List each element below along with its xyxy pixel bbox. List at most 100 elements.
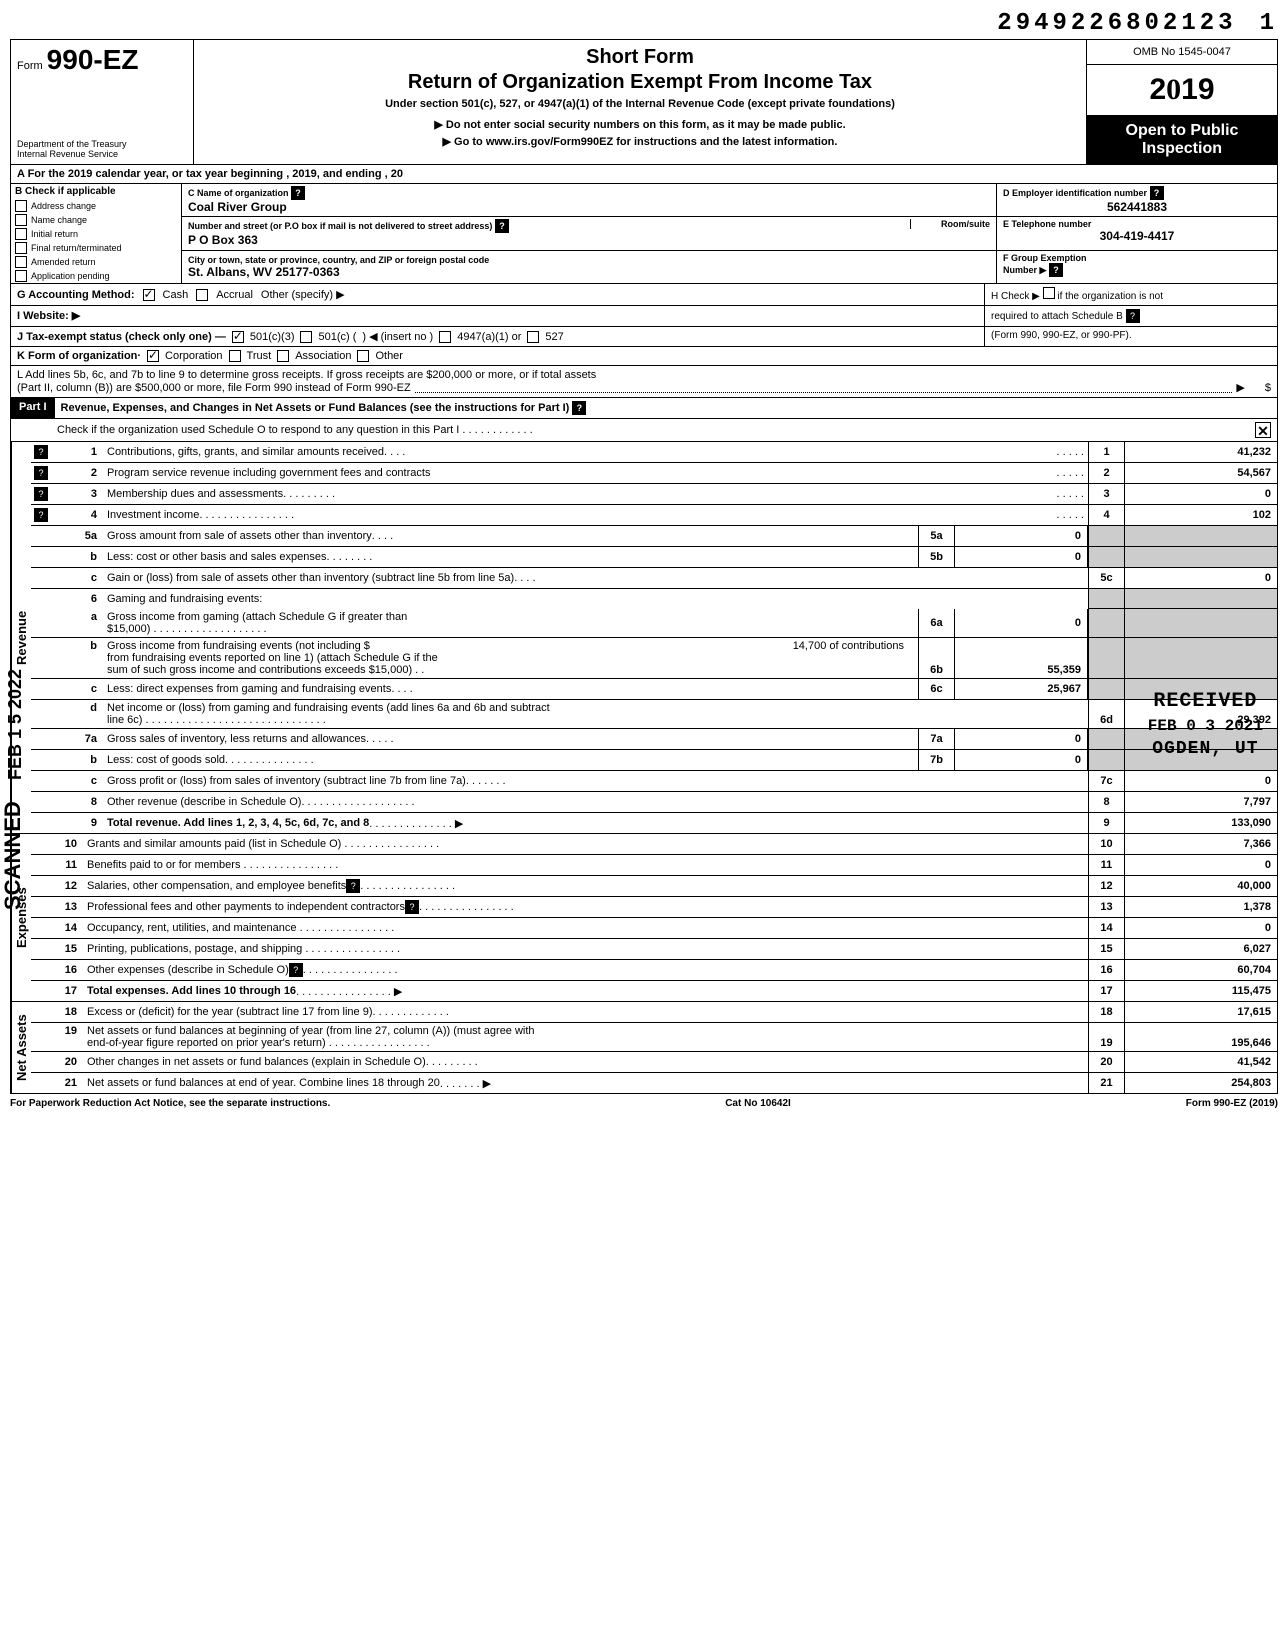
e-label: E Telephone number	[1003, 219, 1271, 229]
g-row: G Accounting Method: Cash Accrual Other …	[11, 284, 984, 305]
line-5b: b Less: cost or other basis and sales ex…	[31, 547, 1277, 568]
line-3: ? 3 Membership dues and assessments . . …	[31, 484, 1277, 505]
help-icon: ?	[1126, 309, 1140, 323]
document-number-suffix: 1	[1260, 10, 1278, 37]
expenses-section: Expenses 10 Grants and similar amounts p…	[10, 834, 1278, 1002]
netassets-side-label: Net Assets	[11, 1002, 31, 1093]
form-header: Form 990-EZ Department of the Treasury I…	[10, 39, 1278, 164]
501c-checkbox[interactable]	[300, 331, 312, 343]
line-6a: a Gross income from gaming (attach Sched…	[31, 609, 1277, 638]
line-6d: d Net income or (loss) from gaming and f…	[31, 700, 1277, 729]
line-7b: b Less: cost of goods sold . . . . . . .…	[31, 750, 1277, 771]
omb-number: OMB No 1545-0047	[1087, 40, 1277, 65]
section-b: B Check if applicable Address change Nam…	[10, 184, 1278, 284]
received-stamp: RECEIVED FEB 0 3 2021 OGDEN, UT	[1148, 690, 1263, 759]
city-state-zip: St. Albans, WV 25177-0363	[188, 265, 990, 279]
line-5a: 5a Gross amount from sale of assets othe…	[31, 526, 1277, 547]
under-section: Under section 501(c), 527, or 4947(a)(1)…	[204, 98, 1076, 110]
association-checkbox[interactable]	[277, 350, 289, 362]
527-checkbox[interactable]	[527, 331, 539, 343]
line-19: 19 Net assets or fund balances at beginn…	[31, 1023, 1277, 1052]
street-label: Number and street (or P.O box if mail is…	[188, 221, 492, 231]
footer-left: For Paperwork Reduction Act Notice, see …	[10, 1098, 330, 1109]
initial-return-checkbox[interactable]	[15, 228, 27, 240]
name-change-checkbox[interactable]	[15, 214, 27, 226]
help-icon: ?	[405, 900, 419, 914]
line-2: ? 2 Program service revenue including go…	[31, 463, 1277, 484]
address-change-checkbox[interactable]	[15, 200, 27, 212]
footer: For Paperwork Reduction Act Notice, see …	[10, 1094, 1278, 1113]
line-18: 18 Excess or (deficit) for the year (sub…	[31, 1002, 1277, 1023]
help-icon: ?	[1049, 263, 1063, 277]
final-return-checkbox[interactable]	[15, 242, 27, 254]
h-row: H Check ▶ if the organization is not	[984, 284, 1277, 305]
help-icon: ?	[346, 879, 360, 893]
k-row: K Form of organization· Corporation Trus…	[10, 347, 1278, 366]
netassets-section: Net Assets 18 Excess or (deficit) for th…	[10, 1002, 1278, 1094]
revenue-section: Revenue ? 1 Contributions, gifts, grants…	[10, 442, 1278, 834]
amended-return-checkbox[interactable]	[15, 256, 27, 268]
part1-check: Check if the organization used Schedule …	[10, 419, 1278, 442]
i-website: I Website: ▶	[11, 306, 984, 326]
h-checkbox[interactable]	[1043, 287, 1055, 299]
street-address: P O Box 363	[188, 233, 990, 247]
line-7c: c Gross profit or (loss) from sales of i…	[31, 771, 1277, 792]
instructions-link: ▶ Go to www.irs.gov/Form990EZ for instru…	[204, 135, 1076, 148]
ssn-warning: ▶ Do not enter social security numbers o…	[204, 118, 1076, 131]
application-pending-checkbox[interactable]	[15, 270, 27, 282]
line-20: 20 Other changes in net assets or fund b…	[31, 1052, 1277, 1073]
line-10: 10 Grants and similar amounts paid (list…	[31, 834, 1277, 855]
line-21: 21 Net assets or fund balances at end of…	[31, 1073, 1277, 1093]
line-5c: c Gain or (loss) from sale of assets oth…	[31, 568, 1277, 589]
c-label: C Name of organization	[188, 188, 289, 198]
irs-label: Internal Revenue Service	[17, 150, 187, 160]
corporation-checkbox[interactable]	[147, 350, 159, 362]
l-row: L Add lines 5b, 6c, and 7b to line 9 to …	[10, 366, 1278, 398]
j-row: J Tax-exempt status (check only one) — 5…	[11, 327, 984, 346]
line-11: 11 Benefits paid to or for members . . .…	[31, 855, 1277, 876]
help-icon: ?	[34, 445, 48, 459]
other-checkbox[interactable]	[357, 350, 369, 362]
scanned-stamp: SCANNED	[0, 801, 26, 910]
help-icon: ?	[34, 508, 48, 522]
city-label: City or town, state or province, country…	[188, 255, 990, 265]
line-4: ? 4 Investment income . . . . . . . . . …	[31, 505, 1277, 526]
line-6c: c Less: direct expenses from gaming and …	[31, 679, 1277, 700]
line-6b: b Gross income from fundraising events (…	[31, 638, 1277, 679]
help-icon: ?	[495, 219, 509, 233]
return-title: Return of Organization Exempt From Incom…	[204, 71, 1076, 94]
accrual-checkbox[interactable]	[196, 289, 208, 301]
trust-checkbox[interactable]	[229, 350, 241, 362]
schedule-o-checkbox[interactable]: ✕	[1255, 422, 1271, 438]
short-form-title: Short Form	[204, 46, 1076, 69]
form-label: Form	[17, 60, 43, 72]
room-label: Room/suite	[910, 219, 990, 229]
line-8: 8 Other revenue (describe in Schedule O)…	[31, 792, 1277, 813]
tax-year: 20201919	[1087, 65, 1277, 116]
part1-header: Part I Revenue, Expenses, and Changes in…	[10, 398, 1278, 419]
line-9: 9 Total revenue. Add lines 1, 2, 3, 4, 5…	[31, 813, 1277, 833]
f-label: F Group Exemption	[1003, 253, 1271, 263]
help-icon: ?	[34, 487, 48, 501]
form-number: 990-EZ	[47, 44, 139, 76]
line-13: 13 Professional fees and other payments …	[31, 897, 1277, 918]
telephone: 304-419-4417	[1003, 229, 1271, 243]
scanned-date-stamp: FEB 1 5 2022	[5, 669, 26, 780]
help-icon: ?	[291, 186, 305, 200]
b-header: B Check if applicable	[11, 184, 181, 199]
line-6: 6 Gaming and fundraising events:	[31, 589, 1277, 609]
open-public-badge: Open to Public Inspection	[1087, 116, 1277, 164]
help-icon: ?	[572, 401, 586, 415]
501c3-checkbox[interactable]	[232, 331, 244, 343]
line-14: 14 Occupancy, rent, utilities, and maint…	[31, 918, 1277, 939]
d-label: D Employer identification number	[1003, 188, 1147, 198]
ein: 562441883	[1003, 200, 1271, 214]
document-number: 2949226802123	[997, 10, 1236, 37]
line-12: 12 Salaries, other compensation, and emp…	[31, 876, 1277, 897]
help-icon: ?	[34, 466, 48, 480]
4947-checkbox[interactable]	[439, 331, 451, 343]
help-icon: ?	[289, 963, 303, 977]
cash-checkbox[interactable]	[143, 289, 155, 301]
footer-right: Form 990-EZ (2019)	[1186, 1098, 1278, 1109]
help-icon: ?	[1150, 186, 1164, 200]
